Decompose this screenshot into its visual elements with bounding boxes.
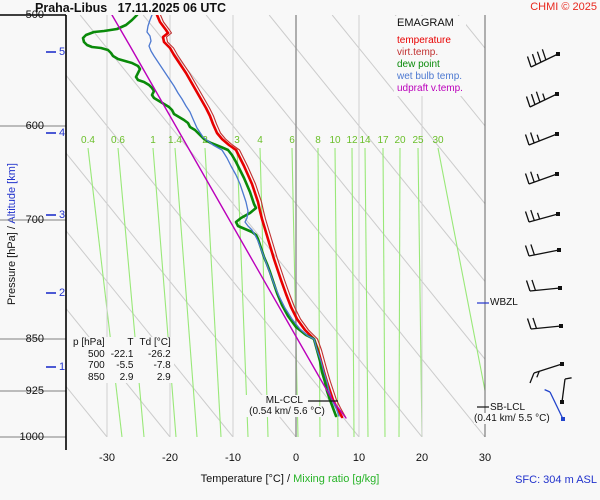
mixing-ratio-label: 1.4 xyxy=(168,135,182,146)
page-title: Praha-Libus 17.11.2025 06 UTC xyxy=(35,1,226,15)
x-axis-caption: Temperature [°C] / Mixing ratio [g/kg] xyxy=(200,473,380,485)
sounding-table-cell: -22.1 xyxy=(110,348,134,360)
sounding-table-header-cell: T xyxy=(127,337,134,348)
sounding-table-header-cell: p [hPa] xyxy=(73,337,105,348)
sounding-table-row: 500 -22.1 -26.2 xyxy=(70,349,174,361)
altitude-tick-dashes xyxy=(46,51,56,368)
copyright: CHMI © 2025 xyxy=(530,1,597,13)
altitude-tick-label: 5 xyxy=(59,46,66,58)
wind-barb xyxy=(544,389,565,421)
legend-item-virt-temp: virt.temp. xyxy=(397,47,439,58)
pressure-tick-label: 925 xyxy=(25,385,44,397)
mlccl-value: (0.54 km/ 5.6 °C) xyxy=(243,406,331,417)
wind-barb xyxy=(524,132,559,146)
plot-borders xyxy=(0,14,486,450)
temperature-tick-label: -20 xyxy=(162,452,178,464)
legend-box: EMAGRAM temperature virt.temp. dew point we… xyxy=(394,16,466,96)
pressure-gridlines xyxy=(0,125,66,438)
legend-items: temperature virt.temp. dew point wet bulb t… xyxy=(397,35,463,95)
station-name: Praha-Libus xyxy=(35,1,108,15)
level-markers xyxy=(308,302,489,408)
mixing-ratio-label: 17 xyxy=(377,135,389,146)
mixing-ratio-axis-label: Mixing ratio [g/kg] xyxy=(293,473,380,485)
sfc-label: SFC: 304 m ASL xyxy=(515,474,597,486)
mixing-ratio-label: 2 xyxy=(202,135,208,146)
sounding-table-cell: -26.2 xyxy=(147,348,171,360)
mixing-ratio-lines xyxy=(87,147,485,437)
temperature-tick-label: 0 xyxy=(292,452,300,464)
pressure-tick-label: 600 xyxy=(25,120,44,132)
pressure-tick-label: 700 xyxy=(25,214,44,226)
wind-barbs xyxy=(524,49,572,421)
sounding-table-header: p [hPa] T Td [°C] xyxy=(70,337,174,349)
temperature-axis-label: Temperature [°C] xyxy=(200,473,284,485)
mixing-ratio-label: 25 xyxy=(412,135,424,146)
sounding-table-cell: -5.5 xyxy=(116,360,134,371)
wind-barb xyxy=(524,209,560,223)
virt-temp-curve xyxy=(159,15,347,418)
wind-barb xyxy=(524,244,561,257)
wind-barb xyxy=(525,91,559,108)
altitude-tick-label: 1 xyxy=(59,361,66,373)
wind-barb xyxy=(529,362,564,384)
wind-barb xyxy=(525,279,562,292)
sounding-table: p [hPa] T Td [°C] 500 -22.1 -26.2 700 -5.5 -7.8… xyxy=(70,337,174,383)
sblcl-label: SB-LCL xyxy=(490,402,526,413)
mixing-ratio-label: 3 xyxy=(234,135,240,146)
sblcl-value: (0.41 km/ 5.5 °C) xyxy=(474,413,550,424)
sounding-table-row: 850 2.9 2.9 xyxy=(70,372,174,384)
temperature-curve xyxy=(155,15,344,419)
sounding-table-cell: 500 xyxy=(88,348,105,360)
mixing-ratio-label: 14 xyxy=(359,135,371,146)
sounding-table-cell: 2.9 xyxy=(156,371,171,383)
sounding-table-cell: 700 xyxy=(88,360,105,371)
mlccl-label: ML-CCL xyxy=(243,395,303,406)
mixing-ratio-label: 30 xyxy=(432,135,444,146)
legend-item-dew-point: dew point xyxy=(397,59,440,70)
updraft-curve xyxy=(111,15,347,419)
sounding-table-header-cell: Td [°C] xyxy=(139,337,171,348)
mixing-ratio-label: 12 xyxy=(346,135,358,146)
legend-item-temperature: temperature xyxy=(397,35,451,46)
temperature-tick-label: 20 xyxy=(415,452,429,464)
mixing-ratio-label: 0.4 xyxy=(81,135,95,146)
mixing-ratio-label: 8 xyxy=(315,135,321,146)
wind-barb xyxy=(560,377,572,404)
mixing-ratio-label: 6 xyxy=(289,135,295,146)
mixing-ratio-label: 10 xyxy=(329,135,341,146)
mixing-ratio-label: 1 xyxy=(150,135,156,146)
mixing-ratio-label: 20 xyxy=(394,135,406,146)
wind-barb xyxy=(526,49,560,68)
legend-item-wet-bulb-temp: wet bulb temp. xyxy=(397,71,463,82)
sounding-table-cell: 850 xyxy=(88,371,105,383)
temperature-tick-label: -10 xyxy=(225,452,241,464)
sounding-table-cell: -7.8 xyxy=(153,360,171,371)
wet-bulb-curve xyxy=(146,15,340,417)
mixing-ratio-label: 0.6 xyxy=(111,135,125,146)
pressure-tick-label: 500 xyxy=(25,9,44,21)
pressure-tick-label: 1000 xyxy=(19,431,44,443)
legend-item-udpraft-v-temp: udpraft v.temp. xyxy=(397,83,463,94)
sounding-table-row: 700 -5.5 -7.8 xyxy=(70,360,174,372)
temperature-tick-label: -30 xyxy=(99,452,115,464)
pressure-tick-label: 850 xyxy=(25,333,44,345)
temperature-tick-label: 30 xyxy=(478,452,492,464)
altitude-tick-label: 4 xyxy=(59,127,66,139)
altitude-tick-label: 3 xyxy=(59,209,66,221)
altitude-tick-label: 2 xyxy=(59,287,66,299)
sounding-table-cell: 2.9 xyxy=(119,371,134,383)
wind-barb xyxy=(526,317,563,330)
legend-title: EMAGRAM xyxy=(397,17,454,29)
sounding-datetime: 17.11.2025 06 UTC xyxy=(117,1,227,15)
temperature-tick-label: 10 xyxy=(352,452,366,464)
wind-barb xyxy=(524,171,559,185)
mixing-ratio-label: 4 xyxy=(257,135,263,146)
sounding-curves xyxy=(81,15,347,419)
wbzl-label: WBZL xyxy=(490,297,518,308)
